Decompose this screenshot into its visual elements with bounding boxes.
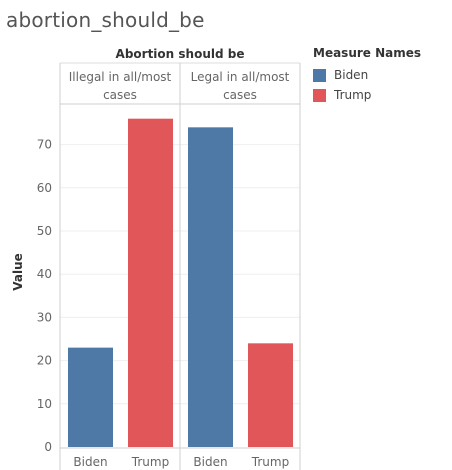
x-tick-label-0-biden: Biden [73, 455, 107, 469]
bar-1-trump [248, 343, 293, 447]
bar-0-trump [128, 118, 173, 448]
legend-item-trump[interactable]: Trump [313, 85, 421, 105]
x-tick-label-1-biden: Biden [193, 455, 227, 469]
legend: Measure Names Biden Trump [313, 46, 421, 105]
y-tick-label-0: 0 [44, 440, 52, 454]
page-title: abortion_should_be [6, 8, 205, 32]
legend-swatch-trump [313, 88, 326, 102]
y-tick-label-60: 60 [37, 181, 52, 195]
legend-title: Measure Names [313, 46, 422, 60]
group-header-1-line-1: cases [223, 88, 257, 102]
legend-label-biden: Biden [334, 68, 369, 82]
group-header-0-line-1: cases [103, 88, 137, 102]
legend-swatch-biden [313, 68, 326, 82]
y-tick-label-10: 10 [37, 397, 52, 411]
y-axis-title: Value [11, 253, 25, 291]
group-header-1-line-0: Legal in all/most [191, 70, 290, 84]
legend-label-trump: Trump [334, 88, 372, 102]
x-tick-label-1-trump: Trump [251, 455, 289, 469]
y-tick-label-40: 40 [37, 267, 52, 281]
y-tick-label-50: 50 [37, 224, 52, 238]
x-tick-label-0-trump: Trump [131, 455, 169, 469]
bar-1-biden [188, 127, 233, 447]
y-tick-label-20: 20 [37, 354, 52, 368]
group-header-0-line-0: Illegal in all/most [69, 70, 172, 84]
column-header-title: Abortion should be [116, 47, 245, 61]
bar-0-biden [68, 347, 113, 447]
legend-item-biden[interactable]: Biden [313, 65, 421, 85]
y-tick-label-70: 70 [37, 138, 52, 152]
y-tick-label-30: 30 [37, 310, 52, 324]
